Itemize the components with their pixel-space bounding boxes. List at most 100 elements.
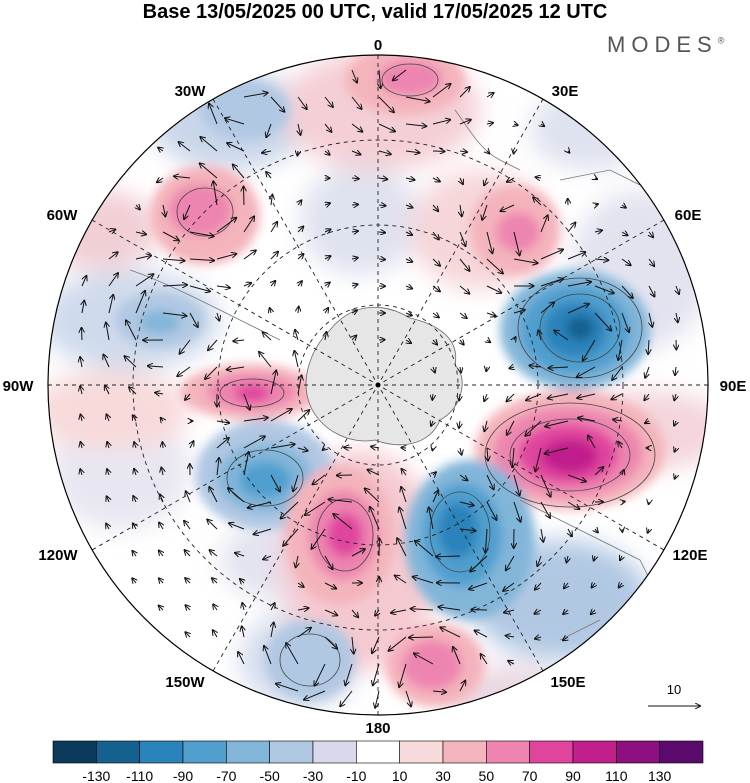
wind-vector — [567, 282, 591, 287]
wind-vector — [540, 250, 563, 260]
wind-vector — [645, 421, 649, 423]
wind-vector — [432, 204, 438, 211]
wind-vector — [159, 523, 163, 530]
wind-vector — [548, 393, 569, 398]
wind-vector — [540, 474, 551, 497]
wind-vector — [325, 151, 330, 155]
wind-vector — [432, 393, 433, 400]
wind-vector — [432, 691, 446, 692]
wind-vector — [174, 176, 191, 178]
wind-vector — [205, 366, 218, 379]
wind-vector — [432, 178, 440, 182]
wind-vector — [432, 231, 439, 239]
wind-vector — [304, 690, 326, 700]
wind-vector — [185, 632, 190, 637]
wind-vector — [536, 177, 542, 178]
wind-vector — [378, 232, 385, 233]
wind-vector — [186, 605, 191, 610]
wind-vector — [370, 507, 380, 530]
wind-vector — [365, 489, 380, 503]
wind-vector — [179, 142, 191, 152]
wind-vector — [107, 469, 109, 476]
wind-vector — [106, 323, 109, 341]
wind-vector — [567, 474, 586, 482]
wind-vector — [135, 291, 145, 314]
south-america-coastline — [129, 269, 281, 341]
wind-vector — [648, 529, 649, 533]
wind-vector — [429, 508, 434, 530]
label-90w: 90W — [3, 378, 35, 395]
wind-vector — [676, 285, 679, 294]
wind-vector — [271, 281, 275, 286]
wind-vector — [405, 286, 412, 289]
wind-vector — [352, 636, 354, 654]
wind-vector — [298, 123, 301, 135]
wind-vector — [243, 393, 250, 410]
label-60e: 60E — [675, 207, 702, 224]
colorbar-tick-label: -30 — [303, 768, 323, 783]
wind-vector — [148, 366, 164, 367]
wind-vector — [352, 284, 358, 286]
label-30w: 30W — [175, 83, 207, 100]
brand-text: MODES — [607, 32, 718, 57]
wind-vector — [103, 355, 110, 368]
wind-vector — [325, 229, 331, 232]
wind-vector — [402, 469, 407, 476]
wind-vector — [325, 308, 328, 313]
colorbar-swatch — [139, 740, 184, 764]
wind-vector — [107, 414, 110, 422]
wind-vector — [432, 313, 439, 317]
wind-vector — [595, 178, 597, 179]
wind-vector — [594, 230, 602, 232]
wind-vector — [413, 577, 434, 584]
wind-vector — [567, 555, 569, 562]
wind-vector — [414, 653, 434, 665]
wind-vector — [129, 387, 137, 395]
wind-vector — [577, 366, 596, 377]
wind-vector — [262, 151, 272, 153]
wind-vector — [507, 178, 515, 182]
wind-vector — [213, 604, 217, 611]
wind-vector — [405, 313, 412, 316]
wind-vector — [235, 553, 245, 556]
wind-vector — [482, 204, 488, 220]
colorbar-swatch — [52, 740, 97, 764]
wind-vector — [507, 393, 515, 401]
wind-vector — [233, 340, 245, 341]
wind-vector — [312, 528, 326, 549]
anomaly-centres — [115, 55, 665, 707]
wind-vector — [259, 352, 272, 368]
wind-vector — [378, 259, 385, 260]
south-pole-marker — [375, 382, 381, 388]
wind-vector — [270, 252, 278, 260]
wind-vector — [554, 331, 569, 341]
wind-vector — [270, 409, 292, 422]
wind-vector — [594, 467, 603, 476]
label-60w: 60W — [47, 207, 79, 224]
wind-vector — [379, 69, 381, 88]
wind-vector — [135, 232, 146, 234]
wind-vector — [487, 151, 489, 154]
wind-vector — [378, 123, 395, 132]
wind-vector — [535, 582, 542, 590]
wind-vector — [621, 285, 633, 298]
wind-vector — [294, 351, 299, 368]
wind-vector — [621, 232, 628, 235]
wind-vector — [184, 521, 191, 530]
wind-vector — [160, 495, 163, 503]
colorbar-tick-label: 10 — [392, 768, 408, 783]
colorbar-swatch — [399, 740, 444, 764]
wind-vector — [161, 418, 163, 421]
colorbar-swatch — [486, 740, 530, 764]
wind-vector — [405, 178, 415, 180]
wind-vector — [583, 339, 596, 361]
wind-vector — [351, 96, 362, 109]
wind-vector — [397, 538, 407, 557]
wind-vector — [228, 488, 245, 503]
wind-vector — [157, 178, 164, 182]
wind-vector — [675, 366, 676, 375]
wind-vector — [216, 218, 236, 233]
wind-vector — [298, 200, 301, 205]
wind-vector — [460, 447, 462, 455]
wind-vector — [163, 204, 165, 216]
